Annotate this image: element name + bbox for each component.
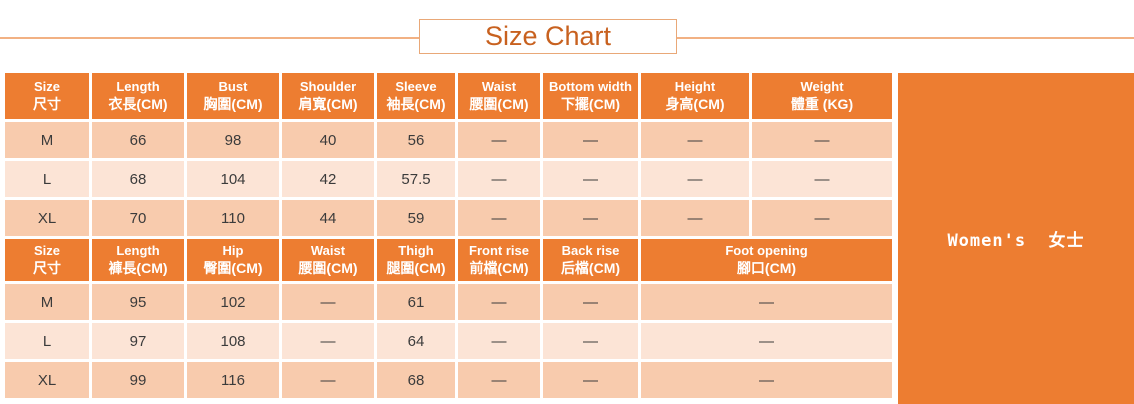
value-cell: — xyxy=(543,200,638,236)
value-cell: — xyxy=(543,161,638,197)
value-cell: — xyxy=(458,122,540,158)
value-cell: 98 xyxy=(187,122,279,158)
table-row-bottom-xl: XL 99 116 — 68 — — — xyxy=(5,362,892,398)
page-title: Size Chart xyxy=(484,21,612,51)
size-table: Size 尺寸 Length 衣長(CM) Bust 胸圍(CM) Shoulder 肩… xyxy=(2,70,895,401)
header-cell-thigh: Thigh 腿圍(CM) xyxy=(377,239,455,281)
value-cell: — xyxy=(282,362,374,398)
value-cell: 59 xyxy=(377,200,455,236)
value-cell: — xyxy=(543,284,638,320)
size-cell: L xyxy=(5,161,89,197)
womens-side-panel: Women's 女士 xyxy=(898,73,1134,404)
value-cell: — xyxy=(641,362,892,398)
value-cell: — xyxy=(641,200,749,236)
value-cell: 66 xyxy=(92,122,184,158)
value-cell: — xyxy=(752,122,892,158)
value-cell: — xyxy=(543,323,638,359)
value-cell: 68 xyxy=(92,161,184,197)
header-cell-waist: Waist 腰圍(CM) xyxy=(458,73,540,119)
value-cell: — xyxy=(641,284,892,320)
header-cell-size: Size 尺寸 xyxy=(5,239,89,281)
value-cell: 108 xyxy=(187,323,279,359)
value-cell: 57.5 xyxy=(377,161,455,197)
value-cell: — xyxy=(543,122,638,158)
header-cell-height: Height 身高(CM) xyxy=(641,73,749,119)
header-cell-sleeve: Sleeve 袖長(CM) xyxy=(377,73,455,119)
header-cell-waist: Waist 腰圍(CM) xyxy=(282,239,374,281)
header-cell-size: Size 尺寸 xyxy=(5,73,89,119)
value-cell: — xyxy=(752,161,892,197)
value-cell: — xyxy=(641,161,749,197)
size-cell: L xyxy=(5,323,89,359)
value-cell: 56 xyxy=(377,122,455,158)
header-cell-shoulder: Shoulder 肩寬(CM) xyxy=(282,73,374,119)
value-cell: — xyxy=(641,323,892,359)
header-cell-length: Length 褲長(CM) xyxy=(92,239,184,281)
value-cell: 42 xyxy=(282,161,374,197)
size-cell: M xyxy=(5,122,89,158)
womens-label: Women's 女士 xyxy=(947,231,1085,251)
value-cell: 102 xyxy=(187,284,279,320)
page-title-box: Size Chart xyxy=(419,19,677,54)
bottom-table-header-row: Size 尺寸 Length 褲長(CM) Hip 臀圍(CM) Waist 腰圍(CM… xyxy=(5,239,892,281)
value-cell: — xyxy=(282,323,374,359)
size-cell: M xyxy=(5,284,89,320)
header-cell-foot-opening: Foot opening 腳口(CM) xyxy=(641,239,892,281)
value-cell: — xyxy=(282,284,374,320)
value-cell: 70 xyxy=(92,200,184,236)
header-cell-hip: Hip 臀圍(CM) xyxy=(187,239,279,281)
value-cell: 44 xyxy=(282,200,374,236)
value-cell: 64 xyxy=(377,323,455,359)
value-cell: 104 xyxy=(187,161,279,197)
header-cell-bust: Bust 胸圍(CM) xyxy=(187,73,279,119)
value-cell: — xyxy=(458,200,540,236)
value-cell: — xyxy=(752,200,892,236)
value-cell: 40 xyxy=(282,122,374,158)
value-cell: 95 xyxy=(92,284,184,320)
header-cell-back-rise: Back rise 后檔(CM) xyxy=(543,239,638,281)
table-row-top-l: L 68 104 42 57.5 — — — — xyxy=(5,161,892,197)
top-table-header-row: Size 尺寸 Length 衣長(CM) Bust 胸圍(CM) Shoulder 肩… xyxy=(5,73,892,119)
value-cell: — xyxy=(458,161,540,197)
size-cell: XL xyxy=(5,200,89,236)
size-cell: XL xyxy=(5,362,89,398)
table-row-bottom-m: M 95 102 — 61 — — — xyxy=(5,284,892,320)
value-cell: 116 xyxy=(187,362,279,398)
table-row-top-xl: XL 70 110 44 59 — — — — xyxy=(5,200,892,236)
table-row-top-m: M 66 98 40 56 — — — — xyxy=(5,122,892,158)
value-cell: — xyxy=(458,284,540,320)
value-cell: — xyxy=(458,362,540,398)
value-cell: 99 xyxy=(92,362,184,398)
value-cell: 61 xyxy=(377,284,455,320)
value-cell: — xyxy=(641,122,749,158)
table-row-bottom-l: L 97 108 — 64 — — — xyxy=(5,323,892,359)
header-cell-front-rise: Front rise 前檔(CM) xyxy=(458,239,540,281)
header-cell-bottom-width: Bottom width 下擺(CM) xyxy=(543,73,638,119)
header-cell-weight: Weight 體重 (KG) xyxy=(752,73,892,119)
value-cell: 110 xyxy=(187,200,279,236)
value-cell: 97 xyxy=(92,323,184,359)
value-cell: 68 xyxy=(377,362,455,398)
header-cell-length: Length 衣長(CM) xyxy=(92,73,184,119)
value-cell: — xyxy=(458,323,540,359)
value-cell: — xyxy=(543,362,638,398)
